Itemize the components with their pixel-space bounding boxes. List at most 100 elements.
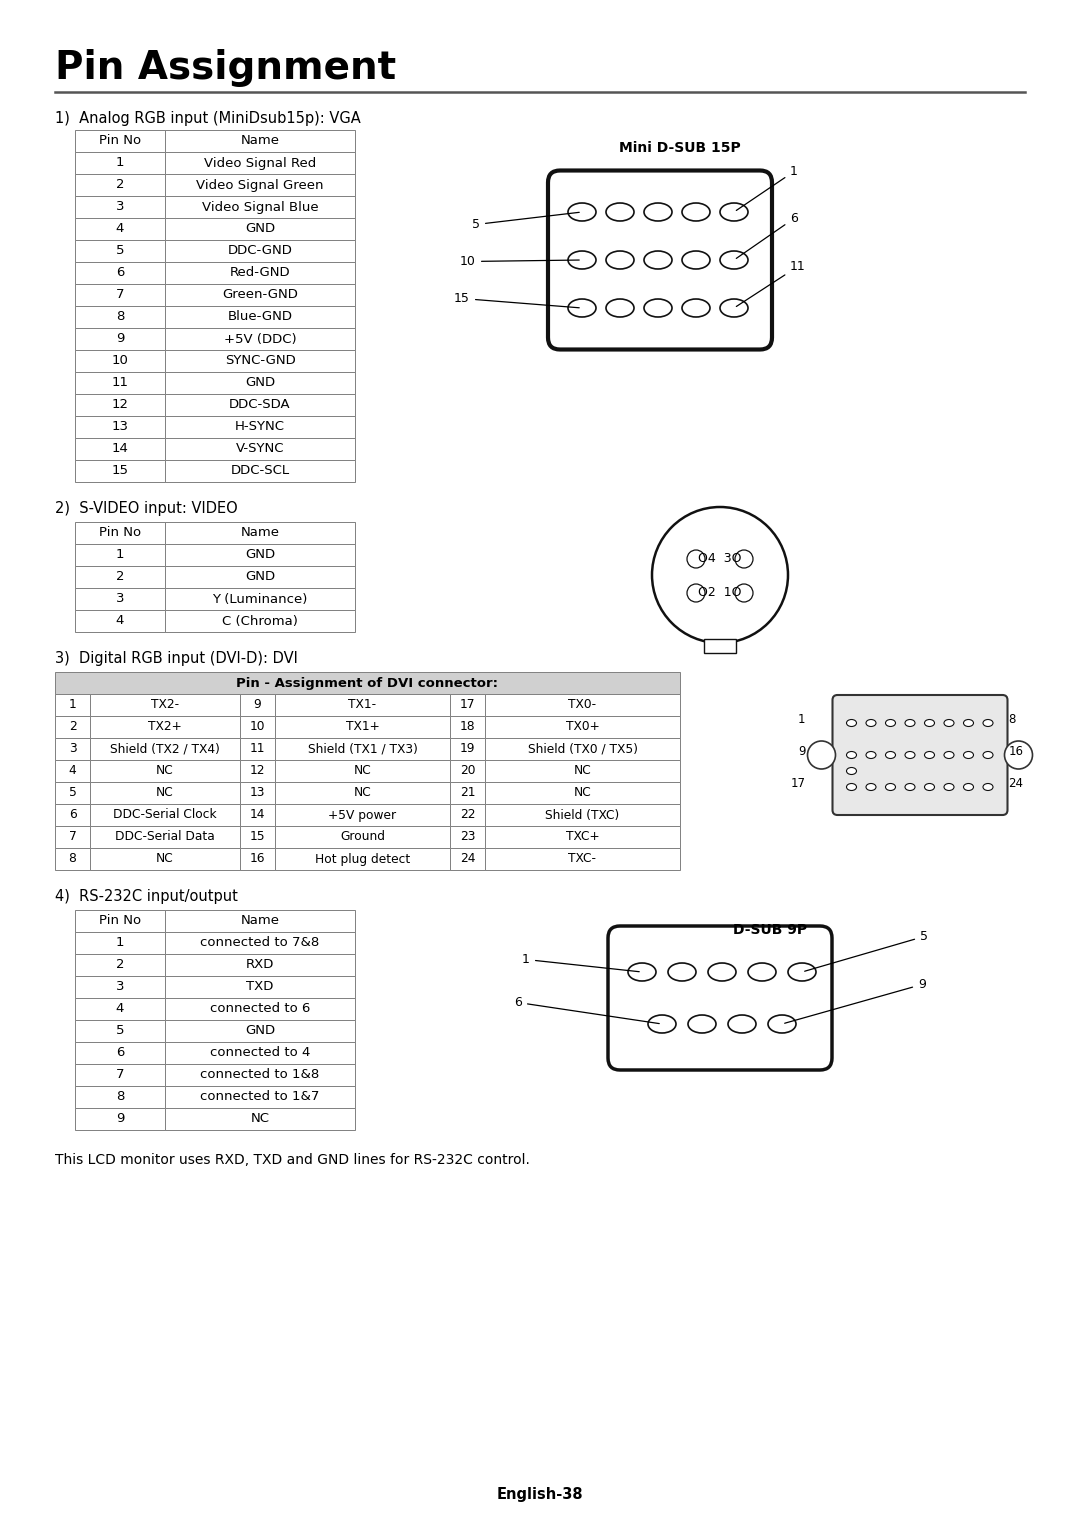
Ellipse shape (983, 720, 993, 726)
Circle shape (808, 741, 836, 769)
Text: 4: 4 (116, 614, 124, 628)
Text: 3: 3 (69, 743, 77, 755)
Text: 7: 7 (116, 289, 124, 301)
Text: connected to 1&7: connected to 1&7 (200, 1091, 320, 1103)
Text: 9: 9 (116, 1112, 124, 1126)
Bar (165, 523, 355, 544)
Text: 10: 10 (460, 255, 579, 267)
Text: Pin No: Pin No (99, 914, 141, 927)
Text: GND: GND (245, 376, 275, 390)
Bar (275, 827, 450, 848)
Text: Blue-GND: Blue-GND (228, 310, 293, 324)
Text: Shield (TX0 / TX5): Shield (TX0 / TX5) (527, 743, 637, 755)
Text: GND: GND (245, 570, 275, 584)
Ellipse shape (728, 1015, 756, 1033)
Ellipse shape (866, 752, 876, 758)
Text: H-SYNC: H-SYNC (235, 420, 285, 434)
Text: 16: 16 (249, 853, 266, 865)
Text: DDC-SDA: DDC-SDA (229, 399, 291, 411)
Bar (165, 350, 355, 371)
Text: 4: 4 (116, 223, 124, 235)
Text: TX2+: TX2+ (148, 721, 181, 733)
Text: 4: 4 (69, 764, 77, 778)
Text: DDC-SCL: DDC-SCL (230, 465, 289, 477)
Text: 2: 2 (116, 958, 124, 972)
Text: NC: NC (157, 764, 174, 778)
Text: 13: 13 (111, 420, 129, 434)
Bar (55, 759, 90, 782)
Text: DDC-Serial Clock: DDC-Serial Clock (113, 808, 217, 822)
Text: 3: 3 (116, 981, 124, 993)
Bar (75, 610, 165, 633)
Text: 10: 10 (111, 354, 129, 368)
Bar (75, 544, 165, 565)
Bar (75, 151, 165, 174)
Bar (75, 460, 165, 481)
Ellipse shape (944, 720, 954, 726)
Text: 17: 17 (791, 778, 806, 790)
Text: TX2-: TX2- (151, 698, 179, 712)
Bar (275, 782, 450, 804)
Text: 1: 1 (522, 953, 639, 972)
Text: 20: 20 (460, 764, 475, 778)
Text: GND: GND (245, 549, 275, 561)
Ellipse shape (720, 203, 748, 222)
FancyBboxPatch shape (833, 695, 1008, 814)
Bar (165, 610, 355, 633)
Ellipse shape (866, 720, 876, 726)
Bar (90, 848, 240, 869)
Bar (485, 804, 680, 827)
Bar (165, 1063, 355, 1086)
Bar (75, 439, 165, 460)
Ellipse shape (963, 720, 973, 726)
Bar (90, 738, 240, 759)
Bar (240, 804, 275, 827)
Bar (275, 848, 450, 869)
Text: D-SUB 9P: D-SUB 9P (733, 923, 807, 937)
Bar (75, 196, 165, 219)
Text: TX1+: TX1+ (346, 721, 379, 733)
Text: Video Signal Blue: Video Signal Blue (202, 200, 319, 214)
Text: 2: 2 (69, 721, 77, 733)
Text: 4: 4 (116, 1002, 124, 1016)
Text: Shield (TX1 / TX3): Shield (TX1 / TX3) (308, 743, 418, 755)
Text: Red-GND: Red-GND (230, 266, 291, 280)
Bar (165, 953, 355, 976)
Bar (75, 932, 165, 953)
Text: 8: 8 (68, 853, 77, 865)
Bar (450, 782, 485, 804)
Bar (75, 565, 165, 588)
Text: 3)  Digital RGB input (DVI-D): DVI: 3) Digital RGB input (DVI-D): DVI (55, 651, 298, 666)
Text: GND: GND (245, 223, 275, 235)
Text: 18: 18 (460, 721, 475, 733)
Text: 5: 5 (68, 787, 77, 799)
Bar (240, 759, 275, 782)
Text: +5V (DDC): +5V (DDC) (224, 333, 296, 345)
Text: 9: 9 (116, 333, 124, 345)
Text: Name: Name (241, 134, 280, 148)
Circle shape (735, 584, 753, 602)
Text: 5: 5 (116, 1024, 124, 1038)
Text: 12: 12 (249, 764, 266, 778)
Ellipse shape (963, 752, 973, 758)
Bar (75, 588, 165, 610)
Text: Ground: Ground (340, 831, 384, 843)
Bar (485, 759, 680, 782)
Text: 6: 6 (514, 996, 659, 1024)
Bar (165, 416, 355, 439)
Bar (275, 694, 450, 717)
Text: SYNC-GND: SYNC-GND (225, 354, 295, 368)
Text: DDC-GND: DDC-GND (228, 244, 293, 258)
Ellipse shape (708, 963, 735, 981)
Bar (450, 848, 485, 869)
Ellipse shape (905, 784, 915, 790)
Bar (75, 284, 165, 306)
Ellipse shape (669, 963, 696, 981)
Text: English-38: English-38 (497, 1487, 583, 1502)
Text: O2  1O: O2 1O (699, 587, 742, 599)
Bar (165, 1021, 355, 1042)
Bar (165, 932, 355, 953)
Text: NC: NC (157, 787, 174, 799)
Ellipse shape (847, 784, 856, 790)
Text: connected to 6: connected to 6 (210, 1002, 310, 1016)
